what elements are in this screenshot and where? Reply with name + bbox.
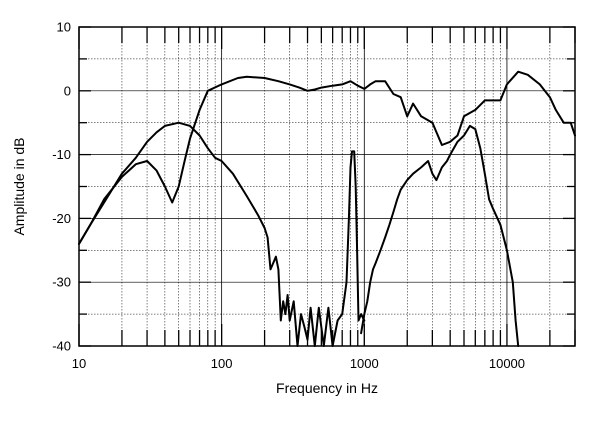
tick-marks (78, 26, 576, 347)
y-tick-label: -20 (52, 211, 71, 226)
y-tick-label: -30 (52, 275, 71, 290)
x-tick-label: 10000 (489, 356, 525, 371)
series-line-2 (78, 121, 366, 347)
y-tick-label: 0 (64, 83, 71, 98)
y-tick-label: 10 (57, 20, 71, 35)
x-tick-label: 100 (211, 356, 233, 371)
y-tick-label: -10 (52, 147, 71, 162)
series-layer (78, 70, 576, 347)
series-line-1 (78, 70, 576, 245)
plot-frame (78, 26, 576, 347)
x-tick-label: 10 (72, 356, 86, 371)
grid (79, 27, 576, 346)
series-line-3 (360, 124, 520, 347)
y-axis-label: Amplitude in dB (11, 137, 27, 235)
y-tick-label: -40 (52, 339, 71, 354)
x-tick-label: 1000 (350, 356, 379, 371)
x-axis-label: Frequency in Hz (276, 380, 378, 396)
